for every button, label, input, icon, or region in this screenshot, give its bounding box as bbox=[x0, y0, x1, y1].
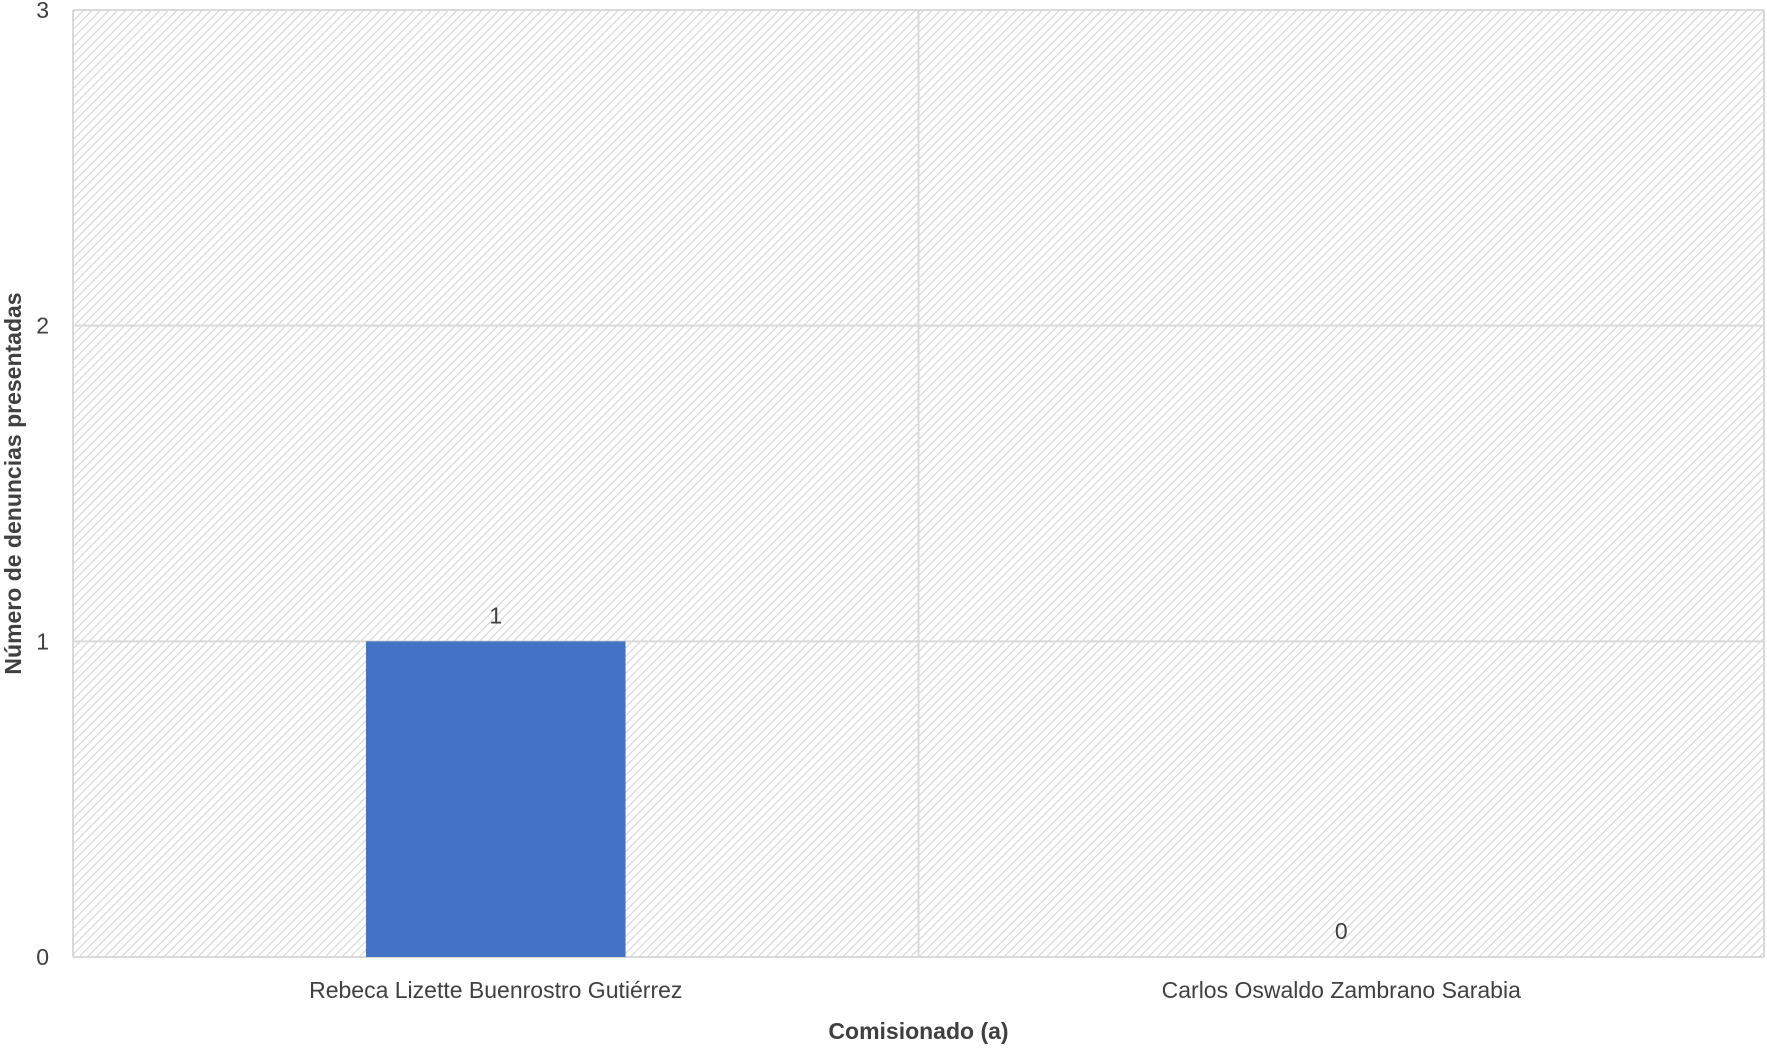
y-tick-label: 1 bbox=[36, 628, 49, 654]
y-tick-label: 0 bbox=[36, 944, 49, 970]
data-label: 1 bbox=[489, 602, 502, 628]
gridlines bbox=[72, 9, 1765, 958]
y-tick-label: 3 bbox=[36, 0, 49, 23]
y-tick-label: 2 bbox=[36, 313, 49, 339]
x-tick-label: Rebeca Lizette Buenrostro Gutiérrez bbox=[309, 977, 682, 1003]
x-axis-title: Comisionado (a) bbox=[828, 1018, 1008, 1044]
data-label: 0 bbox=[1335, 918, 1348, 944]
bars bbox=[365, 641, 626, 957]
x-tick-label: Carlos Oswaldo Zambrano Sarabia bbox=[1162, 977, 1521, 1003]
bar bbox=[365, 641, 626, 957]
y-axis-title: Número de denuncias presentadas bbox=[0, 292, 26, 674]
labels: 0 1 2 3 1 Rebeca Lizette Buenrostro Gutiérrez… bbox=[36, 0, 1521, 1003]
